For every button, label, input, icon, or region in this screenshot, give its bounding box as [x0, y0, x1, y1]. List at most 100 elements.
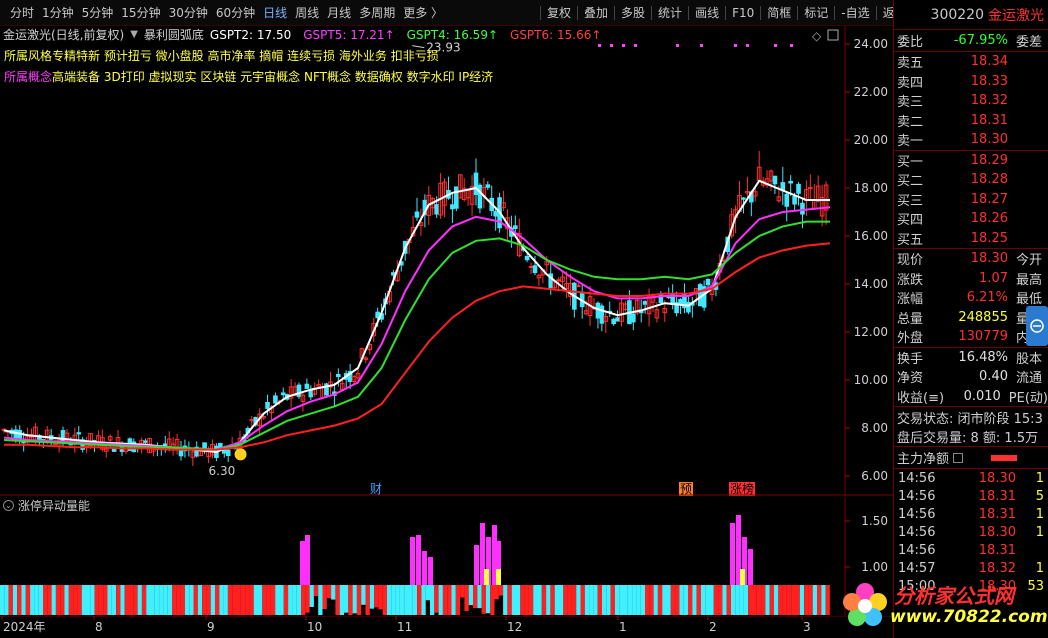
band-bar — [765, 585, 770, 615]
band-bar — [339, 585, 344, 615]
quote-stat2: 收益(≡) 0.010 PE(动) — [894, 387, 1048, 407]
tool-button-8[interactable]: -自选 — [841, 6, 870, 20]
band-bar — [253, 585, 258, 615]
candle-body — [611, 318, 616, 325]
tool-button-7[interactable]: 标记 — [804, 6, 829, 20]
stock-code: 300220 — [930, 6, 984, 23]
band-bar — [649, 585, 654, 615]
ask-level[interactable]: 卖二 18.31 — [894, 111, 1048, 131]
event-tag-1[interactable]: 预 — [680, 482, 692, 496]
y-tick-label: 6.00 — [861, 469, 888, 483]
collapse-icon[interactable]: ⌄ — [3, 500, 14, 511]
tool-button-0[interactable]: 复权 — [547, 6, 572, 20]
band-bar — [361, 585, 366, 605]
concept-tags: 高端装备 3D打印 虚拟现实 区块链 元宇宙概念 NFT概念 数据确权 数字水印… — [52, 70, 494, 84]
band-bar — [507, 585, 512, 615]
band-bar — [107, 585, 112, 615]
sub-indicator-svg[interactable]: 1.50 1.00 — [0, 497, 893, 616]
period-tab-6[interactable]: 日线 — [263, 6, 288, 20]
candle-body — [336, 374, 341, 378]
list-icon[interactable] — [953, 452, 964, 463]
tick-price: 18.30 — [978, 524, 1016, 540]
bid-level[interactable]: 买一 18.29 — [894, 151, 1048, 171]
band-bar — [434, 585, 439, 613]
spike-bar — [422, 551, 427, 585]
kline-chart[interactable]: 24.00 22.00 20.00 18.00 16.00 14.00 12.00 10.00… — [0, 26, 893, 496]
spike-bar-yellow — [740, 569, 745, 585]
series-line-gspt2 — [3, 179, 830, 454]
band-bar — [571, 585, 577, 615]
maximize-icon[interactable] — [827, 29, 839, 41]
period-toolbar: 分时 1分钟 5分钟 15分钟 30分钟 60分钟 日线 周线 月线 多周期 更多 〉 复权 叠加 多股… — [0, 0, 907, 26]
tick-qty: 1 — [1035, 560, 1044, 576]
event-tag-2[interactable]: 涨榜 — [730, 481, 754, 496]
quote-title: 300220 金运激光 — [894, 0, 1048, 30]
period-tab-4[interactable]: 30分钟 — [168, 6, 208, 20]
quote-stats-2: 换手 16.48% 股本 净资 0.40 流通 收益(≡) 0.010 PE(动) — [894, 348, 1048, 407]
bid-level[interactable]: 买三 18.27 — [894, 190, 1048, 210]
dropdown-icon[interactable]: ▼ — [130, 29, 138, 40]
expand-icon[interactable] — [1026, 306, 1048, 346]
toolbar-divider — [875, 5, 877, 20]
event-tag-0[interactable]: 财 — [370, 482, 382, 496]
bid-level-label: 买三 — [897, 193, 924, 209]
band-bar — [408, 585, 413, 615]
period-tab-1[interactable]: 1分钟 — [42, 6, 74, 20]
band-bar — [68, 585, 74, 615]
band-bar — [821, 585, 826, 615]
period-tab-3[interactable]: 15分钟 — [121, 6, 161, 20]
diamond-icon[interactable]: ◇ — [812, 29, 822, 43]
tool-button-6[interactable]: 简框 — [767, 6, 792, 20]
band-bar — [4, 585, 9, 615]
indicator-name[interactable]: 暴利圆弧底 — [143, 28, 204, 42]
tick-time: 14:56 — [898, 524, 936, 540]
ask-level[interactable]: 卖一 18.30 — [894, 130, 1048, 150]
signal-marker — [634, 44, 637, 47]
band-bar — [516, 585, 521, 615]
band-bar — [81, 585, 86, 615]
tool-button-2[interactable]: 多股 — [621, 6, 646, 20]
period-tab-0[interactable]: 分时 — [10, 6, 35, 20]
band-bar — [399, 585, 405, 615]
tool-button-4[interactable]: 画线 — [695, 6, 720, 20]
period-tab-10[interactable]: 更多 〉 — [403, 6, 444, 20]
sub-indicator-title[interactable]: 涨停异动量能 — [18, 499, 91, 513]
band-bar — [597, 585, 602, 615]
quote-panel: 300220 金运激光 委比 -67.95% 委差 卖五 18.34 卖四 18.33… — [893, 0, 1048, 638]
tool-button-3[interactable]: 统计 — [658, 6, 683, 20]
tick-list[interactable]: 14:56 18.30 1 14:56 18.31 5 14:56 18.31 1 14:56 18… — [894, 469, 1048, 595]
band-bar — [232, 585, 237, 615]
ask-level[interactable]: 卖五 18.34 — [894, 52, 1048, 72]
watermark-line2: www.70822.com — [890, 607, 1048, 627]
band-bar — [481, 585, 486, 614]
candle-body — [363, 357, 369, 360]
bid-level[interactable]: 买五 18.25 — [894, 229, 1048, 249]
period-tab-7[interactable]: 周线 — [295, 6, 320, 20]
period-tab-2[interactable]: 5分钟 — [81, 6, 114, 20]
quote-stat2: 净资 0.40 流通 — [894, 367, 1048, 387]
bid-level-price: 18.26 — [970, 211, 1008, 227]
candle-body — [544, 261, 550, 266]
bid-level[interactable]: 买四 18.26 — [894, 209, 1048, 229]
candle-body — [532, 265, 538, 274]
bid-level[interactable]: 买二 18.28 — [894, 170, 1048, 190]
quote-stat-value: 6.21% — [966, 290, 1008, 306]
ask-level[interactable]: 卖四 18.33 — [894, 72, 1048, 92]
tool-button-5[interactable]: F10 — [732, 5, 755, 20]
candle-body — [505, 217, 510, 230]
band-bar — [167, 585, 172, 615]
band-bar — [675, 585, 680, 615]
period-tab-5[interactable]: 60分钟 — [215, 6, 256, 20]
series-line-gspt4 — [3, 220, 830, 451]
ask-level[interactable]: 卖三 18.32 — [894, 91, 1048, 111]
period-tab-9[interactable]: 多周期 — [359, 6, 396, 20]
quote-stat2-extra: PE(动) — [1008, 390, 1048, 406]
toolbar-divider — [725, 5, 727, 20]
candle-body — [686, 301, 691, 313]
series-line-gspt6 — [4, 242, 831, 451]
quote-stat-label: 总量 — [897, 311, 924, 327]
period-tab-8[interactable]: 月线 — [327, 6, 352, 20]
tool-button-1[interactable]: 叠加 — [584, 6, 609, 20]
bid-level-label: 买五 — [897, 232, 924, 248]
